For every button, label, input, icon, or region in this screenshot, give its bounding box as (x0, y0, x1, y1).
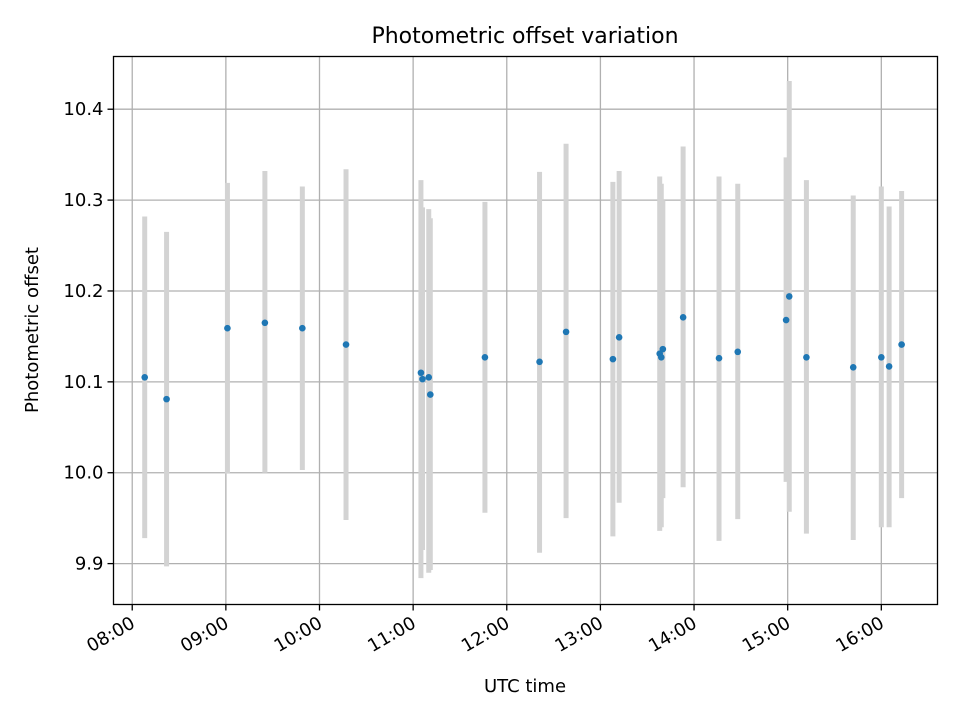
data-point (299, 324, 306, 332)
y-tick-label: 10.1 (63, 372, 103, 393)
data-point (878, 354, 885, 361)
data-point (679, 314, 687, 321)
data-point (785, 293, 793, 300)
data-point (803, 354, 810, 361)
data-point (261, 319, 269, 327)
y-tick-label: 9.9 (75, 554, 104, 575)
data-point (609, 355, 617, 363)
data-point (849, 364, 857, 371)
data-point (715, 354, 723, 362)
data-point (163, 395, 170, 403)
y-tick-label: 10.0 (63, 463, 103, 484)
data-point (898, 341, 905, 348)
data-point (425, 374, 433, 381)
data-point (659, 345, 667, 353)
data-points (141, 293, 905, 403)
data-point (427, 391, 434, 398)
data-point (417, 369, 425, 377)
y-tick-label: 10.2 (63, 281, 103, 302)
data-point (885, 363, 893, 370)
chart-title: Photometric offset variation (371, 24, 678, 49)
data-point (419, 375, 426, 383)
y-tick-label: 10.4 (63, 99, 103, 120)
data-point (141, 374, 149, 381)
data-point (562, 328, 570, 336)
data-point (782, 316, 790, 324)
plot-frame (112, 55, 939, 606)
data-point (481, 354, 489, 361)
y-tick-label: 10.3 (63, 190, 103, 211)
data-point (615, 334, 623, 341)
y-axis-label: Photometric offset (22, 247, 43, 413)
data-point (342, 341, 350, 348)
data-point (536, 358, 543, 366)
data-point (734, 348, 742, 356)
x-axis-label: UTC time (484, 676, 566, 697)
data-point (657, 354, 665, 361)
data-point (224, 324, 231, 332)
